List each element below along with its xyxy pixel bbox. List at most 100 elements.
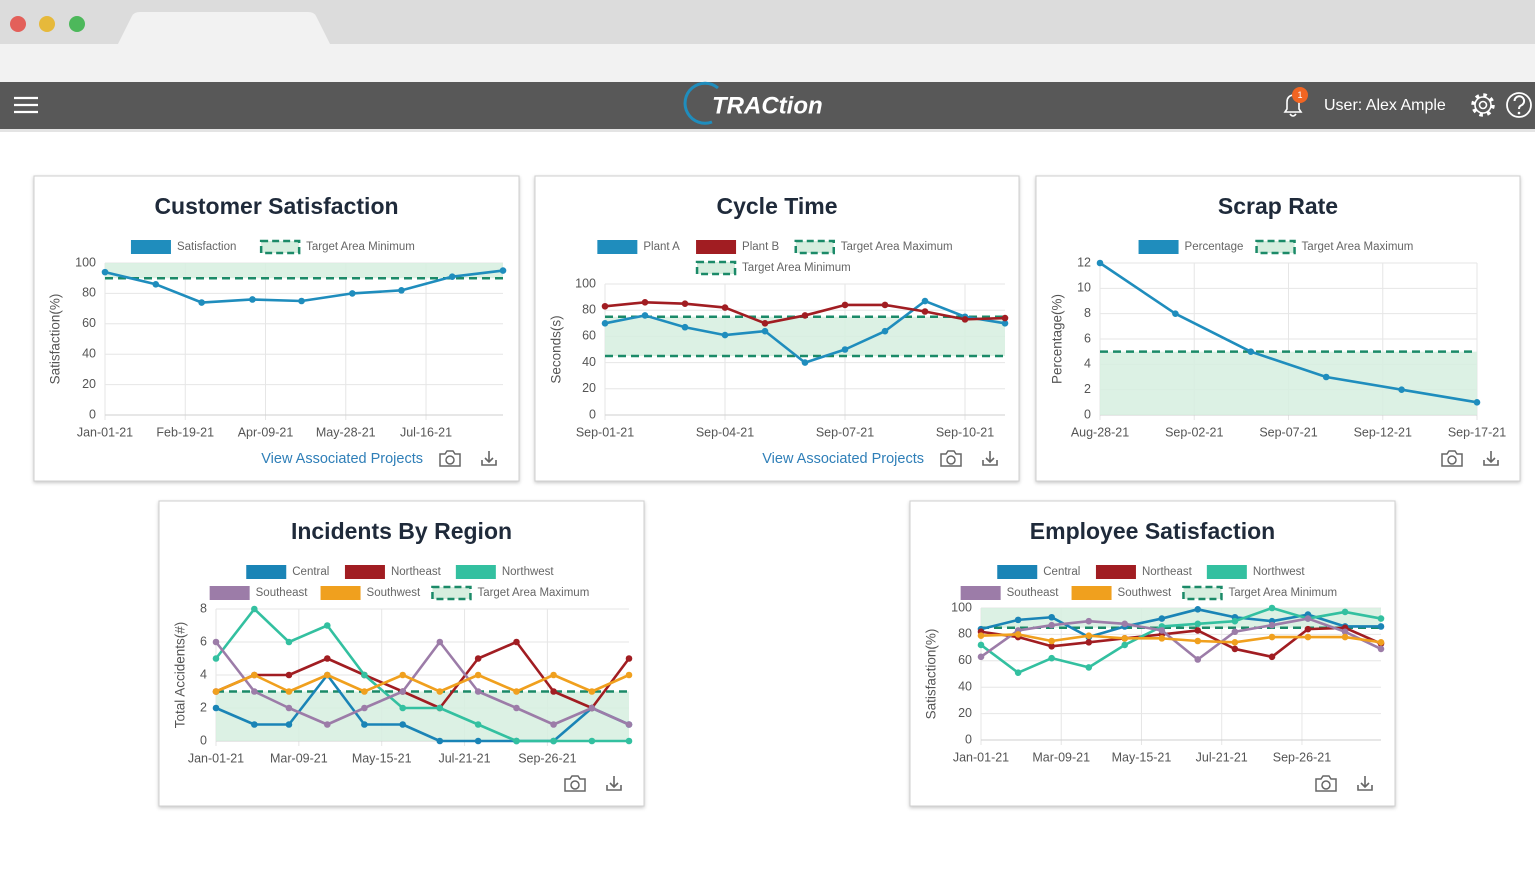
window-minimize[interactable] bbox=[39, 16, 55, 32]
data-point[interactable] bbox=[1231, 639, 1239, 646]
data-point[interactable] bbox=[474, 655, 482, 662]
data-point[interactable] bbox=[1322, 373, 1330, 381]
data-point[interactable] bbox=[1231, 628, 1239, 636]
data-point[interactable] bbox=[601, 302, 609, 310]
data-point[interactable] bbox=[801, 359, 809, 366]
data-point[interactable] bbox=[721, 304, 729, 311]
logo[interactable]: TRACtion bbox=[712, 92, 823, 119]
data-point[interactable] bbox=[1398, 386, 1405, 393]
legend-label[interactable]: Northwest bbox=[1253, 566, 1306, 578]
data-point[interactable] bbox=[474, 721, 482, 728]
data-point[interactable] bbox=[513, 638, 520, 646]
data-point[interactable] bbox=[1247, 348, 1255, 355]
legend-swatch[interactable] bbox=[1182, 585, 1223, 601]
data-point[interactable] bbox=[285, 704, 293, 712]
data-point[interactable] bbox=[212, 688, 220, 695]
data-point[interactable] bbox=[198, 299, 205, 306]
legend-label[interactable]: Southwest bbox=[1118, 587, 1173, 599]
data-point[interactable] bbox=[550, 721, 557, 728]
data-point[interactable] bbox=[921, 297, 929, 305]
data-point[interactable] bbox=[285, 688, 293, 695]
data-point[interactable] bbox=[323, 721, 331, 728]
data-point[interactable] bbox=[588, 704, 596, 712]
data-point[interactable] bbox=[323, 671, 331, 679]
legend-label[interactable]: Northwest bbox=[502, 566, 555, 578]
data-point[interactable] bbox=[1001, 314, 1009, 322]
data-point[interactable] bbox=[881, 327, 889, 335]
data-point[interactable] bbox=[474, 688, 482, 695]
legend-label[interactable]: Southwest bbox=[367, 587, 422, 599]
legend-swatch[interactable] bbox=[960, 586, 1001, 600]
data-point[interactable] bbox=[550, 737, 557, 745]
data-point[interactable] bbox=[801, 312, 809, 319]
data-point[interactable] bbox=[251, 671, 258, 679]
data-point[interactable] bbox=[1158, 627, 1166, 634]
legend-label[interactable]: Target Area Maximum bbox=[841, 241, 953, 253]
data-point[interactable] bbox=[588, 737, 596, 745]
data-point[interactable] bbox=[1231, 645, 1239, 653]
data-point[interactable] bbox=[977, 641, 985, 649]
legend-label[interactable]: Northeast bbox=[391, 566, 442, 578]
data-point[interactable] bbox=[499, 267, 507, 274]
legend-swatch[interactable] bbox=[320, 586, 361, 600]
data-point[interactable] bbox=[361, 704, 368, 712]
data-point[interactable] bbox=[212, 638, 220, 646]
legend-label[interactable]: Central bbox=[292, 566, 329, 578]
legend-swatch[interactable] bbox=[246, 565, 287, 579]
legend-label[interactable]: Target Area Maximum bbox=[1302, 241, 1414, 253]
legend-swatch[interactable] bbox=[1138, 240, 1179, 254]
legend-swatch[interactable] bbox=[695, 260, 737, 276]
data-point[interactable] bbox=[1014, 616, 1022, 624]
data-point[interactable] bbox=[448, 273, 456, 280]
legend-swatch[interactable] bbox=[130, 240, 171, 254]
data-point[interactable] bbox=[881, 301, 889, 309]
data-point[interactable] bbox=[1473, 399, 1481, 406]
settings-button[interactable] bbox=[1471, 93, 1495, 117]
data-point[interactable] bbox=[399, 704, 407, 712]
data-point[interactable] bbox=[349, 290, 356, 297]
legend-label[interactable]: Target Area Minimum bbox=[306, 241, 415, 253]
data-point[interactable] bbox=[323, 622, 331, 629]
window-close[interactable] bbox=[10, 16, 26, 32]
data-point[interactable] bbox=[1194, 620, 1202, 628]
download-button[interactable] bbox=[982, 451, 998, 466]
data-point[interactable] bbox=[1096, 259, 1104, 267]
data-point[interactable] bbox=[1085, 617, 1093, 625]
data-point[interactable] bbox=[474, 737, 482, 745]
camera-button[interactable] bbox=[1441, 450, 1463, 467]
data-point[interactable] bbox=[1158, 615, 1166, 622]
data-point[interactable] bbox=[251, 721, 258, 728]
data-point[interactable] bbox=[1268, 621, 1276, 629]
camera-button[interactable] bbox=[1315, 775, 1337, 792]
data-point[interactable] bbox=[212, 655, 220, 662]
data-point[interactable] bbox=[251, 605, 258, 613]
data-point[interactable] bbox=[1001, 320, 1009, 327]
data-point[interactable] bbox=[1268, 633, 1276, 641]
download-button[interactable] bbox=[481, 451, 497, 466]
data-point[interactable] bbox=[1121, 635, 1129, 642]
data-point[interactable] bbox=[285, 638, 293, 646]
data-point[interactable] bbox=[1085, 632, 1093, 640]
data-point[interactable] bbox=[1121, 641, 1129, 649]
view-projects-link[interactable]: View Associated Projects bbox=[762, 451, 924, 467]
data-point[interactable] bbox=[550, 688, 557, 695]
data-point[interactable] bbox=[323, 655, 331, 662]
data-point[interactable] bbox=[101, 268, 109, 276]
data-point[interactable] bbox=[625, 721, 633, 728]
legend-label[interactable]: Target Area Maximum bbox=[477, 587, 589, 599]
data-point[interactable] bbox=[361, 688, 368, 695]
data-point[interactable] bbox=[436, 704, 444, 712]
data-point[interactable] bbox=[513, 737, 520, 745]
data-point[interactable] bbox=[1014, 669, 1022, 676]
data-point[interactable] bbox=[361, 721, 368, 728]
data-point[interactable] bbox=[1085, 664, 1093, 671]
data-point[interactable] bbox=[285, 671, 293, 679]
data-point[interactable] bbox=[1377, 615, 1385, 622]
legend-label[interactable]: Plant A bbox=[643, 241, 680, 253]
data-point[interactable] bbox=[1341, 628, 1349, 636]
data-point[interactable] bbox=[1048, 637, 1055, 645]
data-point[interactable] bbox=[977, 632, 985, 640]
camera-button[interactable] bbox=[940, 450, 962, 467]
data-point[interactable] bbox=[641, 299, 649, 306]
data-point[interactable] bbox=[921, 308, 929, 315]
